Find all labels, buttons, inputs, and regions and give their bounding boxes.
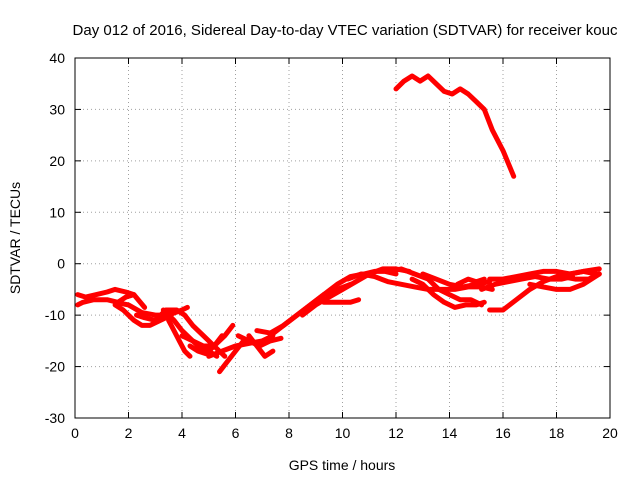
- x-tick-label: 8: [285, 425, 293, 441]
- series-sat-i: [187, 333, 225, 357]
- chart-title: Day 012 of 2016, Sidereal Day-to-day VTE…: [73, 22, 618, 39]
- y-tick-label: -30: [45, 410, 65, 426]
- series-sat-s: [388, 266, 485, 308]
- x-tick-label: 6: [232, 425, 240, 441]
- series-sat-b: [75, 292, 148, 310]
- series-sat-m: [246, 333, 276, 359]
- x-tick-label: 4: [178, 425, 186, 441]
- y-tick-label: 20: [49, 153, 65, 169]
- y-axis-label: SDTVAR / TECUs: [7, 182, 23, 294]
- y-tick-label: 0: [57, 256, 65, 272]
- series-sat-e: [134, 307, 228, 359]
- series-sat-q: [321, 297, 362, 305]
- series-sat-aa: [559, 271, 602, 282]
- series-sat-z: [527, 271, 602, 292]
- x-tick-label: 18: [549, 425, 565, 441]
- x-tick-label: 10: [335, 425, 351, 441]
- x-tick-label: 2: [125, 425, 133, 441]
- grid: [75, 58, 610, 418]
- x-axis-label: GPS time / hours: [289, 457, 396, 473]
- series-sat-v: [455, 276, 487, 287]
- axis-ticks: 0 2 4 6 8 10 12 14 16 18 20 -30 -20 -10 0 10 20 30 40: [45, 50, 618, 441]
- x-tick-label: 16: [495, 425, 511, 441]
- x-tick-label: 20: [602, 425, 618, 441]
- series-sat-d: [112, 299, 190, 318]
- series-sat-x: [479, 274, 575, 292]
- y-tick-label: -20: [45, 359, 65, 375]
- y-tick-label: -10: [45, 307, 65, 323]
- series-sat-k: [217, 338, 246, 375]
- series-sat-t: [409, 276, 487, 310]
- series-sat-a: [75, 286, 137, 300]
- x-tick-label: 12: [388, 425, 404, 441]
- series-sat-o: [267, 281, 353, 339]
- series-sat-f: [166, 317, 193, 359]
- series-sat-c: [112, 302, 174, 328]
- series-group: [75, 73, 602, 375]
- y-tick-label: 40: [49, 50, 65, 66]
- series-sat-ab: [393, 73, 517, 179]
- x-tick-label: 14: [442, 425, 458, 441]
- series-sat-h: [179, 322, 236, 349]
- y-tick-label: 10: [49, 204, 65, 220]
- series-sat-y: [487, 268, 600, 282]
- x-tick-label: 0: [71, 425, 79, 441]
- y-tick-label: 30: [49, 101, 65, 117]
